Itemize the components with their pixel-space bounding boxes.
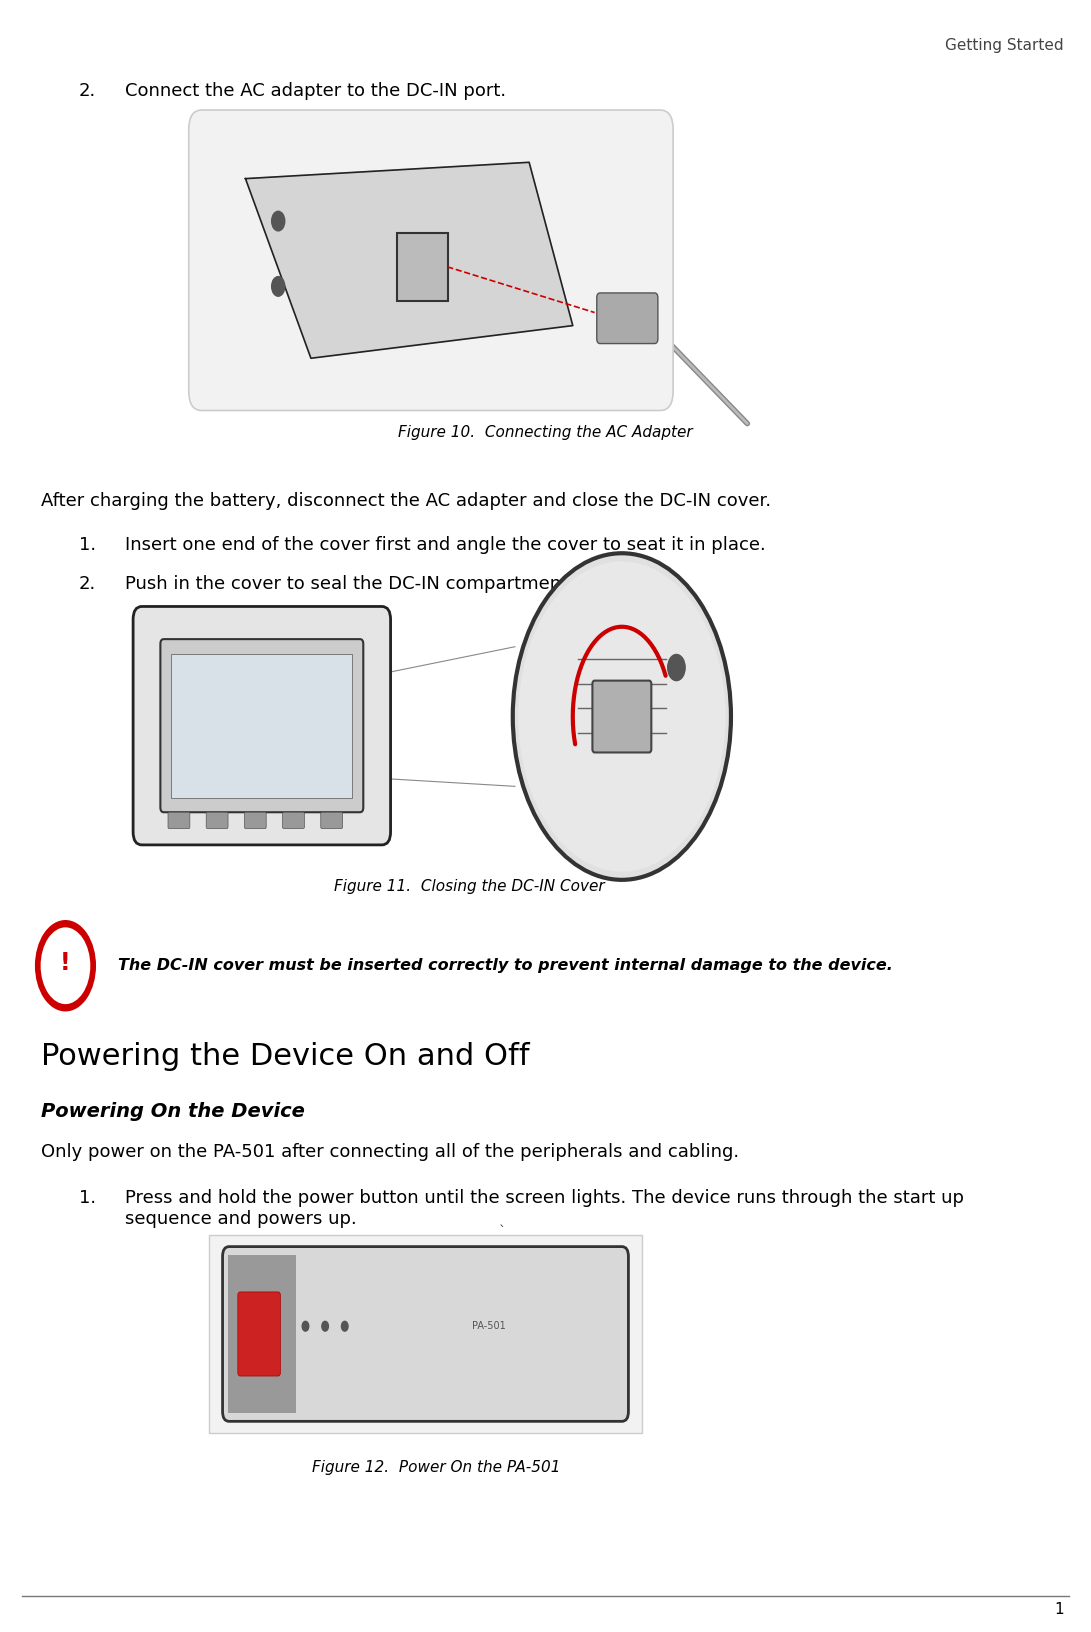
- Circle shape: [302, 1322, 309, 1332]
- Text: 2.: 2.: [79, 574, 96, 592]
- Circle shape: [35, 920, 96, 1012]
- Text: 1: 1: [1054, 1601, 1064, 1616]
- Text: 1.: 1.: [79, 1188, 96, 1206]
- FancyBboxPatch shape: [321, 813, 343, 829]
- Text: Push in the cover to seal the DC-IN compartment.: Push in the cover to seal the DC-IN comp…: [125, 574, 574, 592]
- Text: PA-501: PA-501: [472, 1320, 506, 1330]
- Text: Powering the Device On and Off: Powering the Device On and Off: [41, 1041, 530, 1071]
- FancyBboxPatch shape: [209, 1235, 642, 1433]
- Text: The DC-IN cover must be inserted correctly to prevent internal damage to the dev: The DC-IN cover must be inserted correct…: [118, 956, 892, 973]
- Text: Connect the AC adapter to the DC-IN port.: Connect the AC adapter to the DC-IN port…: [125, 82, 506, 100]
- Text: 1.: 1.: [79, 535, 96, 553]
- Circle shape: [513, 553, 731, 880]
- FancyBboxPatch shape: [397, 233, 448, 302]
- Text: Powering On the Device: Powering On the Device: [41, 1102, 305, 1121]
- Text: After charging the battery, disconnect the AC adapter and close the DC-IN cover.: After charging the battery, disconnect t…: [41, 491, 771, 509]
- FancyBboxPatch shape: [160, 640, 363, 813]
- FancyBboxPatch shape: [206, 813, 228, 829]
- Text: 2.: 2.: [79, 82, 96, 100]
- FancyBboxPatch shape: [283, 813, 304, 829]
- Circle shape: [272, 277, 285, 297]
- Text: `: `: [499, 1224, 505, 1239]
- Circle shape: [518, 561, 726, 871]
- Circle shape: [272, 212, 285, 232]
- FancyBboxPatch shape: [171, 654, 352, 798]
- Text: Figure 10.  Connecting the AC Adapter: Figure 10. Connecting the AC Adapter: [398, 424, 693, 439]
- Circle shape: [341, 1322, 348, 1332]
- FancyBboxPatch shape: [597, 294, 658, 344]
- FancyBboxPatch shape: [244, 813, 266, 829]
- Text: !: !: [60, 951, 71, 974]
- Text: Figure 12.  Power On the PA-501: Figure 12. Power On the PA-501: [312, 1459, 561, 1474]
- FancyBboxPatch shape: [238, 1293, 280, 1376]
- FancyBboxPatch shape: [189, 111, 673, 411]
- FancyBboxPatch shape: [133, 607, 391, 845]
- Text: Insert one end of the cover first and angle the cover to seat it in place.: Insert one end of the cover first and an…: [125, 535, 766, 553]
- FancyBboxPatch shape: [223, 1247, 628, 1421]
- FancyBboxPatch shape: [592, 681, 651, 752]
- Circle shape: [38, 925, 93, 1007]
- Text: Press and hold the power button until the screen lights. The device runs through: Press and hold the power button until th…: [125, 1188, 964, 1227]
- FancyBboxPatch shape: [168, 813, 190, 829]
- Text: Only power on the PA-501 after connecting all of the peripherals and cabling.: Only power on the PA-501 after connectin…: [41, 1142, 740, 1160]
- Polygon shape: [245, 163, 573, 359]
- Circle shape: [668, 654, 685, 681]
- Text: Getting Started: Getting Started: [945, 38, 1064, 52]
- FancyBboxPatch shape: [228, 1255, 296, 1413]
- Text: Figure 11.  Closing the DC-IN Cover: Figure 11. Closing the DC-IN Cover: [334, 878, 604, 893]
- Circle shape: [322, 1322, 328, 1332]
